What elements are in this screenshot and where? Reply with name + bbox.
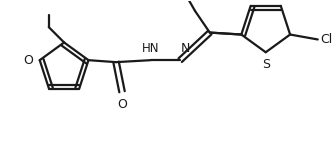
Text: Cl: Cl: [321, 33, 333, 46]
Text: O: O: [23, 54, 33, 67]
Text: HN: HN: [142, 42, 159, 55]
Text: S: S: [262, 58, 270, 71]
Text: N: N: [181, 42, 191, 55]
Text: O: O: [117, 98, 127, 111]
